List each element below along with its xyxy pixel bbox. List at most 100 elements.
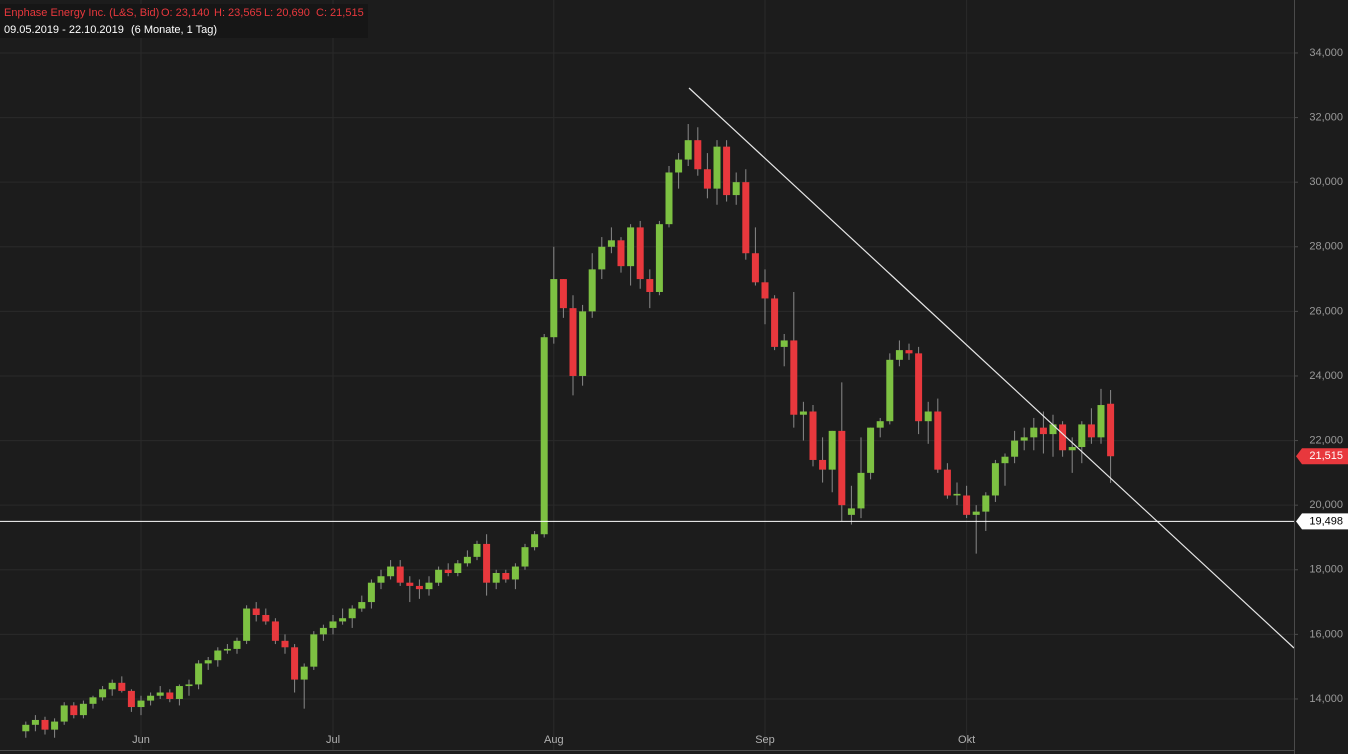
candle-body <box>723 146 731 196</box>
candle-body <box>895 350 903 360</box>
candle-body <box>291 647 299 680</box>
candle-body <box>425 582 433 590</box>
candle-body <box>214 650 222 661</box>
y-tick-label: 32,000 <box>1309 111 1343 123</box>
ohlc-low: L: 20,690 <box>264 7 310 19</box>
y-tick-label: 20,000 <box>1309 499 1343 511</box>
candle-body <box>358 602 366 609</box>
candle-body <box>703 169 711 189</box>
y-tick-label: 14,000 <box>1309 693 1343 705</box>
trend-line <box>688 87 1295 649</box>
candle-body <box>867 427 875 473</box>
candle-body <box>262 614 270 622</box>
candle-body <box>790 340 798 415</box>
candle-body <box>444 569 452 573</box>
candle-body <box>60 705 68 722</box>
candle-body <box>1087 424 1095 438</box>
candle-body <box>771 298 779 347</box>
x-tick-label: Aug <box>544 734 564 746</box>
candle-body <box>1097 405 1105 438</box>
candle-body <box>809 411 817 460</box>
candle-body <box>1078 424 1086 448</box>
y-tick-label: 18,000 <box>1309 564 1343 576</box>
candle-body <box>310 634 318 667</box>
candle-body <box>329 621 337 628</box>
x-tick-label: Jun <box>132 734 150 746</box>
candle-body <box>1030 427 1038 438</box>
candle-body <box>70 705 78 716</box>
candle-body <box>492 572 500 583</box>
candle-body <box>550 279 558 338</box>
candle-body <box>991 463 999 496</box>
candle-body <box>1049 424 1057 435</box>
candle-body <box>915 353 923 422</box>
candle-body <box>51 721 59 730</box>
candle-body <box>195 663 203 685</box>
candle-body <box>963 495 971 515</box>
candle-body <box>540 337 548 535</box>
date-range: 09.05.2019 - 22.10.2019 <box>4 24 124 36</box>
candle-body <box>41 719 49 730</box>
candle-body <box>521 547 529 567</box>
candle-body <box>684 140 692 160</box>
candle-body <box>799 411 807 415</box>
candle-body <box>857 472 865 509</box>
candle-body <box>780 340 788 347</box>
candle-body <box>156 692 164 696</box>
candle-body <box>175 686 183 699</box>
candle-body <box>646 279 654 292</box>
ohlc-high: H: 23,565 <box>214 7 262 19</box>
candle-body <box>271 621 279 641</box>
candle-body <box>1001 456 1009 464</box>
candle-body <box>886 359 894 422</box>
candle-body <box>953 493 961 496</box>
candle-body <box>569 308 577 376</box>
candle-body <box>905 350 913 354</box>
candle-body <box>502 572 510 580</box>
candle-body <box>387 566 395 577</box>
candle-body <box>694 140 702 170</box>
candle-body <box>22 724 30 732</box>
candle-body <box>1059 424 1067 451</box>
y-tick-label: 22,000 <box>1309 434 1343 446</box>
candle-body <box>31 719 39 725</box>
candle-body <box>713 146 721 189</box>
candle-body <box>454 563 462 573</box>
candle-body <box>665 172 673 225</box>
candle-body <box>1039 427 1047 435</box>
y-tick-label: 16,000 <box>1309 628 1343 640</box>
x-tick-label: Okt <box>958 734 975 746</box>
candle-body <box>118 682 126 691</box>
candle-body <box>89 697 97 704</box>
x-tick-label: Sep <box>755 734 775 746</box>
candle-body <box>579 311 587 376</box>
last-price-label: 21,515 <box>1309 450 1343 462</box>
candle-body <box>943 469 951 496</box>
candle-body <box>406 582 414 586</box>
candle-body <box>339 618 347 622</box>
candle-body <box>924 411 932 422</box>
candle-body <box>1107 403 1115 457</box>
candle-body <box>636 227 644 280</box>
candle-body <box>1011 440 1019 457</box>
candle-body <box>473 543 481 557</box>
last-price-badge <box>1296 448 1348 465</box>
candle-body <box>819 459 827 470</box>
y-tick-label: 28,000 <box>1309 241 1343 253</box>
candle-body <box>166 692 174 699</box>
candle-body <box>377 576 385 583</box>
candle-body <box>934 411 942 470</box>
period: (6 Monate, 1 Tag) <box>131 24 217 36</box>
candle-body <box>732 182 740 196</box>
candle-body <box>627 227 635 267</box>
candle-body <box>300 666 308 680</box>
y-tick-label: 30,000 <box>1309 176 1343 188</box>
candle-body <box>531 534 539 548</box>
candle-body <box>396 566 404 583</box>
candle-body <box>223 648 231 651</box>
candle-body <box>185 684 193 687</box>
candle-body <box>1020 437 1028 441</box>
candle-body <box>511 566 519 580</box>
